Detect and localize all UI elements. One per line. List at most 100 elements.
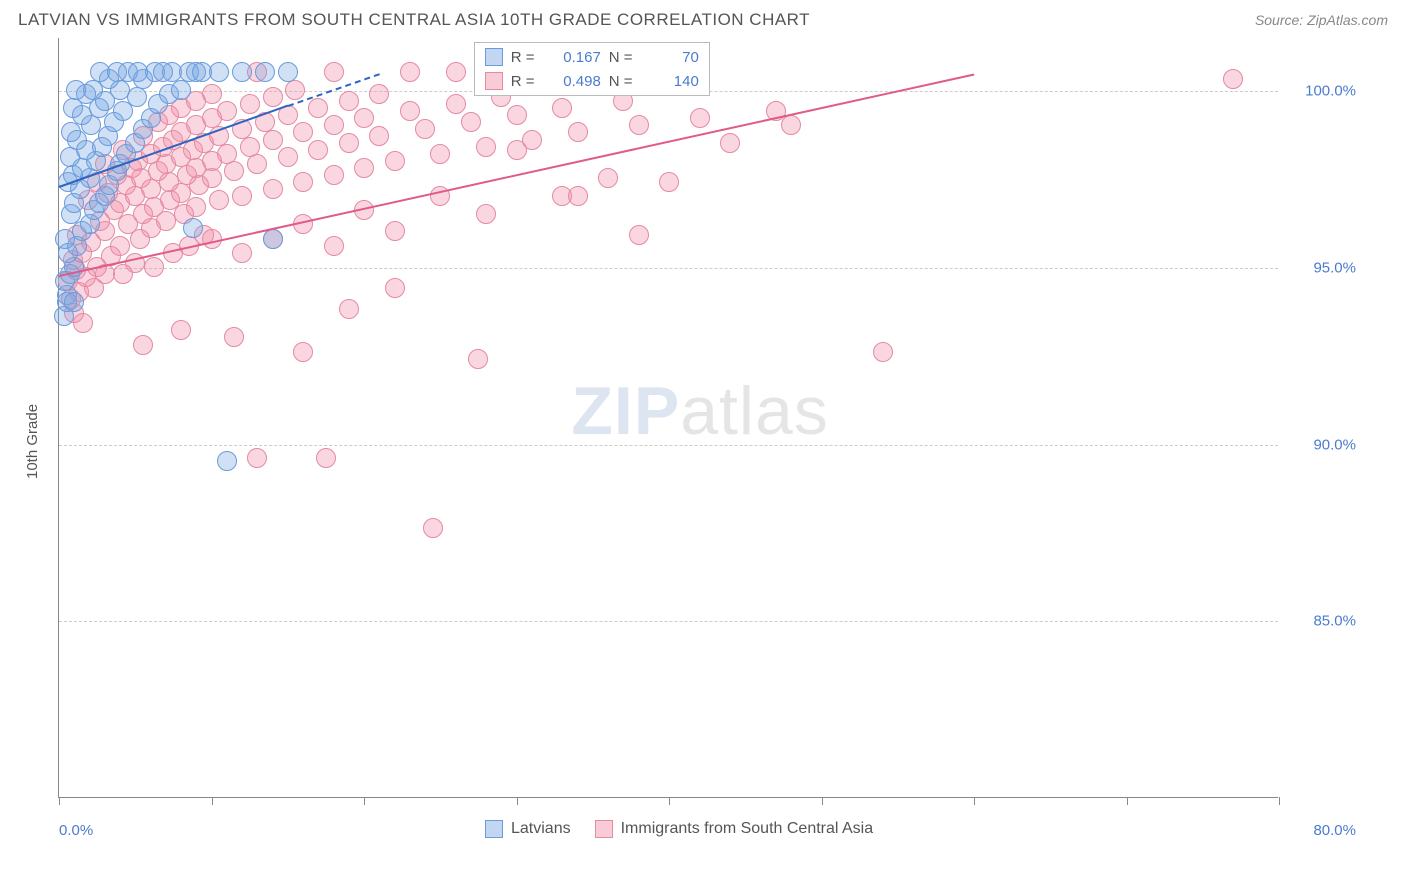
y-tick-label: 100.0%: [1296, 83, 1356, 100]
data-point: [217, 101, 237, 121]
data-point: [415, 119, 435, 139]
data-point: [324, 165, 344, 185]
data-point: [873, 342, 893, 362]
data-point: [461, 112, 481, 132]
data-point: [224, 161, 244, 181]
y-tick-label: 85.0%: [1296, 613, 1356, 630]
stat-value: 70: [643, 49, 699, 66]
stat-label: R =: [511, 73, 537, 90]
gridline: [59, 445, 1278, 446]
data-point: [293, 342, 313, 362]
y-tick-label: 95.0%: [1296, 259, 1356, 276]
data-point: [128, 62, 148, 82]
data-point: [552, 98, 572, 118]
stat-value: 0.167: [545, 49, 601, 66]
x-tick: [1127, 797, 1128, 805]
data-point: [110, 236, 130, 256]
data-point: [66, 80, 86, 100]
x-tick: [974, 797, 975, 805]
data-point: [247, 154, 267, 174]
stat-value: 140: [643, 73, 699, 90]
data-point: [476, 204, 496, 224]
plot-area: 85.0%90.0%95.0%100.0%0.0%80.0%R =0.167N …: [58, 38, 1278, 798]
stats-row: R =0.498N =140: [475, 69, 709, 93]
data-point: [423, 518, 443, 538]
data-point: [446, 62, 466, 82]
data-point: [186, 197, 206, 217]
y-axis-title: 10th Grade: [24, 404, 41, 479]
data-point: [369, 126, 389, 146]
data-point: [324, 62, 344, 82]
data-point: [720, 133, 740, 153]
data-point: [293, 122, 313, 142]
data-point: [240, 137, 260, 157]
stat-label: R =: [511, 49, 537, 66]
data-point: [217, 144, 237, 164]
x-tick: [364, 797, 365, 805]
data-point: [192, 62, 212, 82]
stats-row: R = 0.167 N = 70: [475, 45, 709, 69]
chart-title: LATVIAN VS IMMIGRANTS FROM SOUTH CENTRAL…: [18, 10, 810, 30]
data-point: [324, 236, 344, 256]
stats-legend-box: R =0.167N =70R =0.498N =140: [474, 42, 710, 96]
data-point: [107, 62, 127, 82]
data-point: [324, 115, 344, 135]
stat-label: N =: [609, 49, 635, 66]
data-point: [224, 327, 244, 347]
data-point: [339, 133, 359, 153]
data-point: [385, 278, 405, 298]
gridline: [59, 268, 1278, 269]
data-point: [153, 62, 173, 82]
data-point: [339, 299, 359, 319]
data-point: [1223, 69, 1243, 89]
x-tick: [212, 797, 213, 805]
stat-label: N =: [609, 73, 635, 90]
x-min-label: 0.0%: [59, 822, 93, 839]
data-point: [263, 130, 283, 150]
y-tick-label: 90.0%: [1296, 436, 1356, 453]
data-point: [133, 335, 153, 355]
data-point: [430, 144, 450, 164]
series-legend: Latvians Immigrants from South Central As…: [485, 820, 873, 838]
data-point: [629, 225, 649, 245]
data-point: [316, 448, 336, 468]
data-point: [240, 94, 260, 114]
x-tick: [822, 797, 823, 805]
watermark: ZIPatlas: [571, 372, 828, 450]
data-point: [263, 179, 283, 199]
data-point: [293, 172, 313, 192]
data-point: [385, 221, 405, 241]
data-point: [263, 87, 283, 107]
x-tick: [59, 797, 60, 805]
data-point: [217, 451, 237, 471]
data-point: [339, 91, 359, 111]
data-point: [690, 108, 710, 128]
data-point: [369, 84, 389, 104]
data-point: [183, 218, 203, 238]
data-point: [278, 62, 298, 82]
data-point: [61, 122, 81, 142]
data-point: [64, 292, 84, 312]
data-point: [209, 190, 229, 210]
data-point: [781, 115, 801, 135]
data-point: [568, 186, 588, 206]
data-point: [522, 130, 542, 150]
data-point: [285, 80, 305, 100]
legend-swatch: [485, 820, 503, 838]
data-point: [400, 101, 420, 121]
legend-item: Latvians: [485, 820, 571, 838]
data-point: [278, 147, 298, 167]
data-point: [308, 98, 328, 118]
data-point: [144, 257, 164, 277]
legend-swatch: [485, 72, 503, 90]
data-point: [659, 172, 679, 192]
legend-swatch: [485, 48, 503, 66]
source-label: Source: ZipAtlas.com: [1255, 12, 1388, 28]
legend-label: Immigrants from South Central Asia: [621, 820, 874, 838]
data-point: [255, 62, 275, 82]
data-point: [354, 158, 374, 178]
data-point: [446, 94, 466, 114]
data-point: [507, 105, 527, 125]
data-point: [171, 80, 191, 100]
data-point: [598, 168, 618, 188]
